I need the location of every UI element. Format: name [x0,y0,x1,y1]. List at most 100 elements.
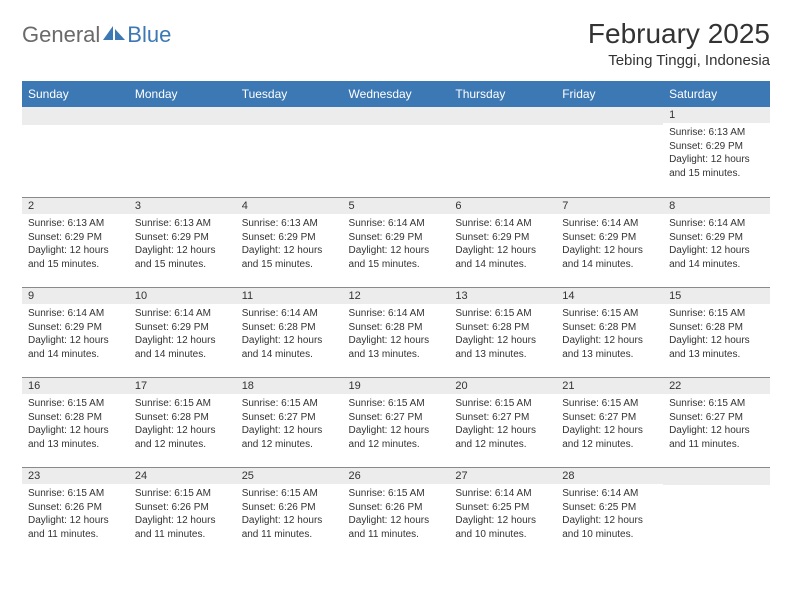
day-number-empty [343,107,450,125]
day-number: 26 [343,467,450,484]
calendar-cell: 2Sunrise: 6:13 AMSunset: 6:29 PMDaylight… [22,197,129,287]
day-number: 2 [22,197,129,214]
day-number: 9 [22,287,129,304]
calendar-cell: 13Sunrise: 6:15 AMSunset: 6:28 PMDayligh… [449,287,556,377]
brand-text-blue: Blue [127,22,171,48]
sunset-text: Sunset: 6:26 PM [349,501,444,515]
brand-text-general: General [22,22,100,48]
page-header: General Blue February 2025 Tebing Tinggi… [22,18,770,69]
calendar-cell: 9Sunrise: 6:14 AMSunset: 6:29 PMDaylight… [22,287,129,377]
sunrise-text: Sunrise: 6:15 AM [242,397,337,411]
calendar-cell: 12Sunrise: 6:14 AMSunset: 6:28 PMDayligh… [343,287,450,377]
sunrise-text: Sunrise: 6:14 AM [562,217,657,231]
sunset-text: Sunset: 6:29 PM [135,231,230,245]
day-number-empty [449,107,556,125]
day-details: Sunrise: 6:14 AMSunset: 6:29 PMDaylight:… [22,304,129,367]
day-details: Sunrise: 6:14 AMSunset: 6:29 PMDaylight:… [663,214,770,277]
sunset-text: Sunset: 6:29 PM [28,231,123,245]
calendar-cell [449,107,556,197]
sunset-text: Sunset: 6:28 PM [28,411,123,425]
day-details: Sunrise: 6:13 AMSunset: 6:29 PMDaylight:… [129,214,236,277]
daylight-text: Daylight: 12 hours and 11 minutes. [349,514,444,541]
sunset-text: Sunset: 6:26 PM [242,501,337,515]
day-number: 20 [449,377,556,394]
daylight-text: Daylight: 12 hours and 15 minutes. [669,153,764,180]
daylight-text: Daylight: 12 hours and 12 minutes. [135,424,230,451]
day-details: Sunrise: 6:15 AMSunset: 6:27 PMDaylight:… [663,394,770,457]
sunrise-text: Sunrise: 6:13 AM [669,126,764,140]
sunrise-text: Sunrise: 6:15 AM [242,487,337,501]
calendar-cell [236,107,343,197]
weekday-tuesday: Tuesday [236,81,343,107]
daylight-text: Daylight: 12 hours and 13 minutes. [28,424,123,451]
day-number-empty [22,107,129,125]
day-details: Sunrise: 6:15 AMSunset: 6:28 PMDaylight:… [449,304,556,367]
sunset-text: Sunset: 6:28 PM [349,321,444,335]
calendar-cell: 6Sunrise: 6:14 AMSunset: 6:29 PMDaylight… [449,197,556,287]
weekday-friday: Friday [556,81,663,107]
day-details: Sunrise: 6:14 AMSunset: 6:29 PMDaylight:… [343,214,450,277]
day-details: Sunrise: 6:15 AMSunset: 6:28 PMDaylight:… [556,304,663,367]
daylight-text: Daylight: 12 hours and 13 minutes. [562,334,657,361]
sunset-text: Sunset: 6:27 PM [242,411,337,425]
calendar-week-row: 1Sunrise: 6:13 AMSunset: 6:29 PMDaylight… [22,107,770,197]
sunrise-text: Sunrise: 6:15 AM [135,487,230,501]
sunrise-text: Sunrise: 6:15 AM [28,397,123,411]
day-details: Sunrise: 6:15 AMSunset: 6:26 PMDaylight:… [236,484,343,547]
sunrise-text: Sunrise: 6:15 AM [455,397,550,411]
daylight-text: Daylight: 12 hours and 14 minutes. [455,244,550,271]
calendar-cell: 25Sunrise: 6:15 AMSunset: 6:26 PMDayligh… [236,467,343,557]
day-details: Sunrise: 6:15 AMSunset: 6:27 PMDaylight:… [343,394,450,457]
brand-logo: General Blue [22,18,171,48]
day-number-empty [556,107,663,125]
calendar-week-row: 9Sunrise: 6:14 AMSunset: 6:29 PMDaylight… [22,287,770,377]
day-number: 5 [343,197,450,214]
title-block: February 2025 Tebing Tinggi, Indonesia [588,18,770,69]
day-number: 11 [236,287,343,304]
day-details: Sunrise: 6:14 AMSunset: 6:25 PMDaylight:… [556,484,663,547]
day-number: 25 [236,467,343,484]
calendar-cell [343,107,450,197]
daylight-text: Daylight: 12 hours and 14 minutes. [28,334,123,361]
day-number: 1 [663,107,770,123]
sunset-text: Sunset: 6:27 PM [669,411,764,425]
day-number: 18 [236,377,343,394]
weekday-wednesday: Wednesday [343,81,450,107]
calendar-cell: 14Sunrise: 6:15 AMSunset: 6:28 PMDayligh… [556,287,663,377]
day-number: 21 [556,377,663,394]
day-number: 4 [236,197,343,214]
sunrise-text: Sunrise: 6:14 AM [455,217,550,231]
day-details: Sunrise: 6:15 AMSunset: 6:28 PMDaylight:… [129,394,236,457]
daylight-text: Daylight: 12 hours and 14 minutes. [562,244,657,271]
sunset-text: Sunset: 6:29 PM [349,231,444,245]
calendar-cell: 19Sunrise: 6:15 AMSunset: 6:27 PMDayligh… [343,377,450,467]
day-number-empty [663,467,770,485]
sunrise-text: Sunrise: 6:15 AM [562,307,657,321]
day-number: 19 [343,377,450,394]
daylight-text: Daylight: 12 hours and 12 minutes. [562,424,657,451]
day-number: 23 [22,467,129,484]
calendar-cell: 15Sunrise: 6:15 AMSunset: 6:28 PMDayligh… [663,287,770,377]
sunset-text: Sunset: 6:27 PM [455,411,550,425]
daylight-text: Daylight: 12 hours and 14 minutes. [242,334,337,361]
day-details: Sunrise: 6:14 AMSunset: 6:29 PMDaylight:… [129,304,236,367]
calendar-cell [663,467,770,557]
calendar-week-row: 23Sunrise: 6:15 AMSunset: 6:26 PMDayligh… [22,467,770,557]
calendar-cell: 17Sunrise: 6:15 AMSunset: 6:28 PMDayligh… [129,377,236,467]
calendar-cell: 28Sunrise: 6:14 AMSunset: 6:25 PMDayligh… [556,467,663,557]
weekday-monday: Monday [129,81,236,107]
sunrise-text: Sunrise: 6:15 AM [349,487,444,501]
month-title: February 2025 [588,18,770,50]
sunset-text: Sunset: 6:29 PM [669,231,764,245]
daylight-text: Daylight: 12 hours and 15 minutes. [349,244,444,271]
day-details: Sunrise: 6:15 AMSunset: 6:27 PMDaylight:… [556,394,663,457]
daylight-text: Daylight: 12 hours and 12 minutes. [349,424,444,451]
day-details: Sunrise: 6:15 AMSunset: 6:26 PMDaylight:… [343,484,450,547]
calendar-cell: 23Sunrise: 6:15 AMSunset: 6:26 PMDayligh… [22,467,129,557]
calendar-week-row: 2Sunrise: 6:13 AMSunset: 6:29 PMDaylight… [22,197,770,287]
daylight-text: Daylight: 12 hours and 11 minutes. [669,424,764,451]
sunrise-text: Sunrise: 6:13 AM [135,217,230,231]
calendar-cell: 8Sunrise: 6:14 AMSunset: 6:29 PMDaylight… [663,197,770,287]
sunrise-text: Sunrise: 6:15 AM [455,307,550,321]
calendar-cell: 24Sunrise: 6:15 AMSunset: 6:26 PMDayligh… [129,467,236,557]
